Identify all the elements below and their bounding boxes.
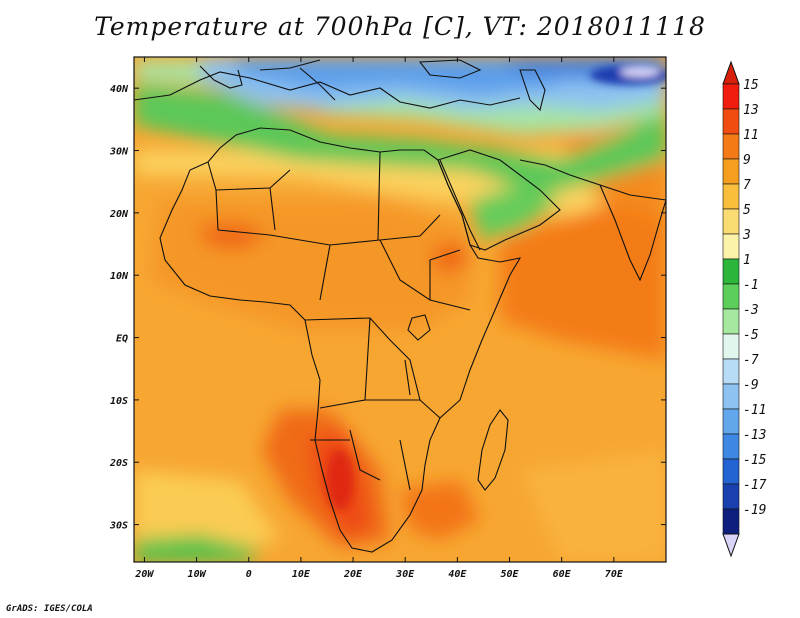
lon-tick-label: 50E: [500, 569, 519, 580]
colorbar-segment: [722, 458, 740, 485]
colorbar-label: 11: [743, 128, 759, 143]
colorbar-label: -7: [743, 353, 759, 368]
longitude-ticks: 20W 10W 0 10E 20E 30E 40E 50E 60E 70E: [134, 57, 624, 580]
temperature-field: [134, 57, 666, 562]
colorbar-segment: [722, 333, 740, 360]
colorbar-label: 9: [743, 153, 751, 168]
lat-tick-label: 30S: [109, 521, 128, 532]
colorbar-label: -15: [743, 453, 767, 468]
colorbar-label: 1: [743, 253, 751, 268]
lon-tick-label: 10W: [188, 569, 207, 580]
colorbar-segment: [722, 108, 740, 135]
lon-tick-label: 20E: [343, 569, 363, 580]
colorbar-segment: [722, 308, 740, 335]
colorbar-segment: [722, 283, 740, 310]
colorbar-segment: [722, 158, 740, 185]
lat-tick-label: 40N: [110, 84, 129, 95]
colorbar-segment: [722, 233, 740, 260]
colorbar-segment: [722, 183, 740, 210]
colorbar-label: 13: [743, 103, 759, 118]
colorbar-label: -1: [743, 278, 759, 293]
colorbar-label: 5: [743, 203, 751, 218]
colorbar-segment: [722, 433, 740, 460]
lat-tick-label: 30N: [109, 147, 129, 158]
lat-tick-label: EQ: [116, 334, 128, 345]
colorbar-label: -11: [743, 403, 766, 418]
lat-tick-label: 20S: [109, 458, 128, 469]
lon-tick-label: 10E: [292, 569, 311, 580]
colorbar: 15 13 11 9 7 5 3 1 -1 -3 -5 -7 -9 -11 -13 -15 -17 -19: [722, 60, 767, 558]
colorbar-label: 15: [743, 78, 759, 93]
latitude-ticks: 40N 30N 20N 10N EQ 10S 20S 30S: [109, 84, 666, 532]
map-frame: [133, 56, 667, 563]
colorbar-segment: [722, 383, 740, 410]
lon-tick-label: 0: [246, 569, 252, 580]
lon-tick-label: 20W: [134, 569, 154, 580]
colorbar-label: -13: [743, 428, 766, 443]
colorbar-label: -9: [743, 378, 759, 393]
colorbar-label: -19: [743, 503, 766, 518]
colorbar-label: 7: [743, 178, 751, 193]
colorbar-bottom-arrow: [722, 533, 740, 558]
coastlines: [134, 59, 666, 553]
colorbar-label: -5: [743, 328, 759, 343]
colorbar-segment: [722, 358, 740, 385]
colorbar-segment: [722, 208, 740, 235]
colorbar-segment: [722, 83, 740, 110]
colorbar-segment: [722, 483, 740, 510]
colorbar-segment: [722, 133, 740, 160]
colorbar-label: 3: [742, 228, 751, 243]
lon-tick-label: 30E: [395, 569, 415, 580]
lat-tick-label: 10N: [110, 271, 129, 282]
credit-text: GrADS: IGES/COLA: [6, 604, 93, 614]
lon-tick-label: 60E: [553, 569, 572, 580]
colorbar-segment: [722, 508, 740, 535]
chart-title: Temperature at 700hPa [C], VT: 201801111…: [94, 12, 706, 41]
lat-tick-label: 20N: [109, 209, 129, 220]
lon-tick-label: 70E: [605, 569, 624, 580]
colorbar-label: -3: [743, 303, 759, 318]
lat-tick-label: 10S: [110, 396, 128, 407]
colorbar-top-arrow: [722, 60, 740, 85]
lon-tick-label: 40E: [448, 569, 467, 580]
colorbar-segment: [722, 408, 740, 435]
colorbar-label: -17: [743, 478, 767, 493]
colorbar-segment: [722, 258, 740, 285]
